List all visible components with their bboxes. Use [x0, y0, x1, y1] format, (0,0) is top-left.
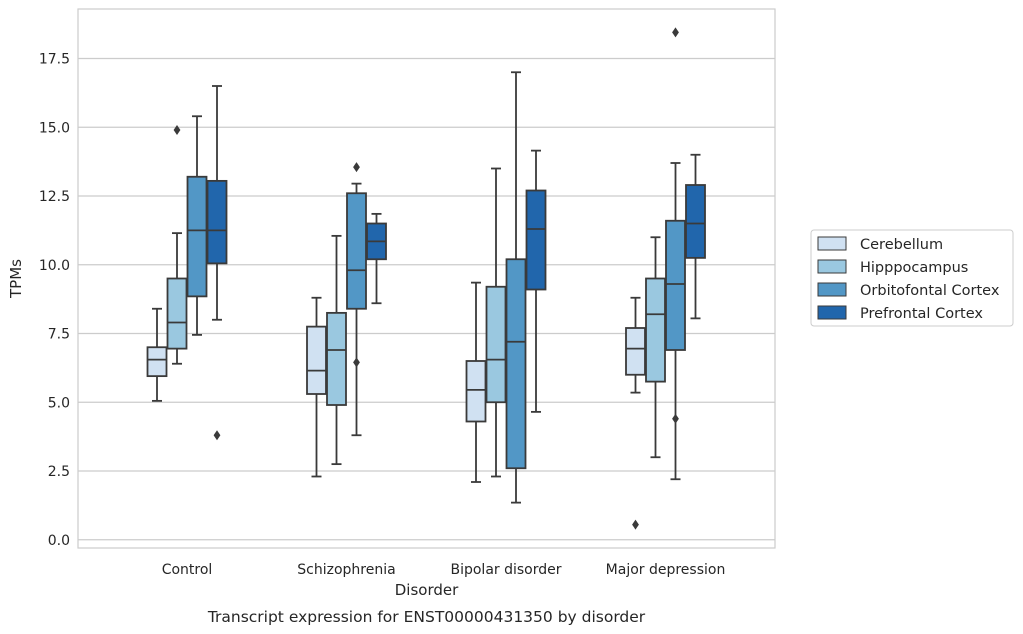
box-prefrontal-cortex-control: [206, 85, 228, 441]
box-prefrontal-cortex-major-depression: [685, 153, 706, 320]
outlier-orbitofontal-cortex-major-depression: [672, 27, 679, 38]
x-tick-label-major-depression: Major depression: [606, 562, 726, 578]
x-tick-labels: Control Schizophrenia Bipolar disorder Majo…: [162, 562, 726, 578]
legend-frame: [810, 229, 1014, 327]
y-tick-label: 0.0: [48, 533, 70, 549]
y-tick-label: 7.5: [48, 327, 70, 343]
box-body-cerebellum-major-depression: [625, 327, 646, 376]
box-orbitofontal-cortex-bipolar-disorder: [505, 71, 527, 504]
legend-label-cerebellum: Cerebellum: [860, 237, 943, 253]
outlier-orbitofontal-cortex-major-depression: [672, 413, 679, 424]
y-axis-label: TPMs: [7, 259, 25, 299]
y-tick-label: 5.0: [48, 395, 70, 411]
legend-swatch-orbitofontal-cortex: [817, 282, 847, 297]
box-body-orbitofontal-cortex-control: [186, 175, 208, 298]
outlier-orbitofontal-cortex-schizophrenia: [353, 357, 360, 368]
box-cerebellum-control: [146, 307, 168, 402]
box-prefrontal-cortex-schizophrenia: [366, 212, 387, 305]
box-hipppocampus-bipolar-disorder: [485, 167, 507, 478]
box-body-hipppocampus-schizophrenia: [326, 311, 347, 406]
box-body-prefrontal-cortex-bipolar-disorder: [525, 189, 547, 291]
y-tick-labels: 0.0 2.5 5.0 7.5 10.0 12.5 15.0 17.5: [39, 52, 70, 549]
y-tick-label: 12.5: [39, 189, 70, 205]
legend: Cerebellum Hipppocampus Orbitofontal Corte…: [810, 229, 1014, 327]
box-body-cerebellum-schizophrenia: [306, 325, 327, 395]
box-orbitofontal-cortex-schizophrenia: [346, 162, 367, 437]
y-tick-label: 2.5: [48, 464, 70, 480]
box-body-hipppocampus-control: [166, 277, 188, 350]
box-hipppocampus-major-depression: [645, 236, 666, 459]
box-orbitofontal-cortex-control: [186, 115, 208, 336]
box-body-cerebellum-control: [146, 346, 168, 378]
chart-caption: Transcript expression for ENST0000043135…: [207, 608, 646, 626]
x-axis-label: Disorder: [395, 581, 459, 599]
box-body-prefrontal-cortex-major-depression: [685, 184, 706, 259]
box-group-schizophrenia: [306, 162, 387, 478]
legend-swatch-cerebellum: [817, 236, 847, 251]
box-group-bipolar-disorder: [465, 71, 547, 504]
outlier-orbitofontal-cortex-schizophrenia: [353, 162, 360, 173]
box-cerebellum-bipolar-disorder: [465, 281, 487, 483]
box-body-hipppocampus-major-depression: [645, 277, 666, 383]
x-tick-label-control: Control: [162, 562, 213, 578]
box-body-orbitofontal-cortex-schizophrenia: [346, 192, 367, 310]
x-tick-label-schizophrenia: Schizophrenia: [297, 562, 395, 578]
box-body-orbitofontal-cortex-bipolar-disorder: [505, 258, 527, 470]
legend-swatch-hipppocampus: [817, 259, 847, 274]
box-body-hipppocampus-bipolar-disorder: [485, 285, 507, 404]
box-group-control: [146, 85, 228, 441]
box-hipppocampus-schizophrenia: [326, 234, 347, 466]
box-orbitofontal-cortex-major-depression: [665, 27, 686, 481]
box-cerebellum-major-depression: [625, 296, 646, 530]
box-body-prefrontal-cortex-control: [206, 179, 228, 265]
outlier-cerebellum-major-depression: [632, 519, 639, 530]
box-cerebellum-schizophrenia: [306, 296, 327, 478]
y-gridlines: [78, 57, 775, 541]
legend-swatch-prefrontal-cortex: [817, 305, 847, 320]
box-prefrontal-cortex-bipolar-disorder: [525, 149, 547, 413]
outlier-prefrontal-cortex-control: [213, 430, 221, 441]
y-tick-label: 15.0: [39, 120, 70, 136]
box-hipppocampus-control: [166, 125, 188, 365]
legend-label-prefrontal-cortex: Prefrontal Cortex: [860, 306, 983, 322]
box-group-major-depression: [625, 27, 706, 530]
outlier-hipppocampus-control: [173, 125, 181, 135]
x-tick-label-bipolar-disorder: Bipolar disorder: [450, 562, 561, 578]
legend-label-orbitofontal-cortex: Orbitofontal Cortex: [860, 283, 1000, 299]
box-groups: [146, 27, 706, 530]
legend-label-hipppocampus: Hipppocampus: [860, 260, 968, 276]
y-tick-label: 17.5: [39, 52, 70, 68]
box-body-cerebellum-bipolar-disorder: [465, 360, 487, 423]
y-tick-label: 10.0: [39, 258, 70, 274]
box-body-orbitofontal-cortex-major-depression: [665, 219, 686, 351]
plot-frame: [77, 8, 776, 549]
